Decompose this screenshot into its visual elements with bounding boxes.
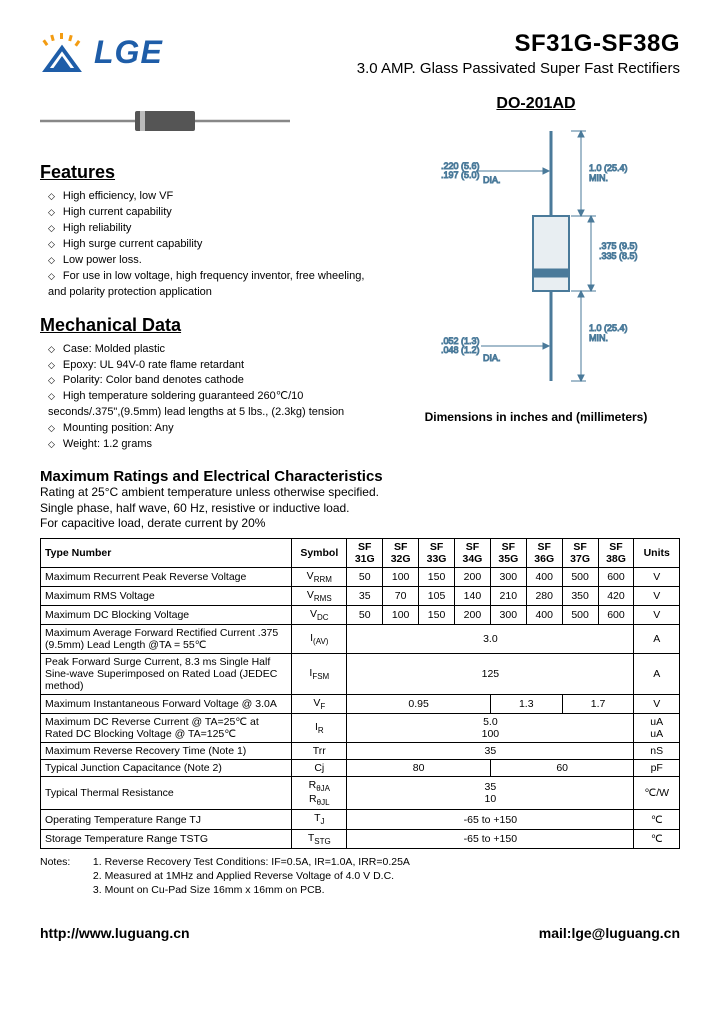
header: LGE SF31G-SF38G 3.0 AMP. Glass Passivate… — [40, 30, 680, 77]
note-3: 3. Mount on Cu-Pad Size 16mm x 16mm on P… — [93, 884, 325, 896]
svg-text:DIA.: DIA. — [483, 175, 501, 185]
package-diagram: .220 (5.6) .197 (5.0) DIA. 1.0 (25.4) MI… — [421, 121, 651, 401]
mech-list: Case: Molded plasticEpoxy: UL 94V-0 rate… — [40, 342, 373, 454]
row-tstg: Storage Temperature Range TSTGTSTG-65 to… — [41, 829, 680, 848]
mech-item: Polarity: Color band denotes cathode — [48, 373, 373, 389]
svg-text:MIN.: MIN. — [589, 173, 608, 183]
col-m0: SF 31G — [347, 538, 383, 567]
row-tj: Operating Temperature Range TJTJ-65 to +… — [41, 810, 680, 829]
notes-label: Notes: — [40, 855, 90, 869]
svg-text:1.0 (25.4): 1.0 (25.4) — [589, 163, 628, 173]
part-subtitle: 3.0 AMP. Glass Passivated Super Fast Rec… — [357, 60, 680, 77]
feature-item: High efficiency, low VF — [48, 189, 373, 205]
col-m2: SF 33G — [419, 538, 455, 567]
row-vf: Maximum Instantaneous Forward Voltage @ … — [41, 695, 680, 714]
svg-text:MIN.: MIN. — [589, 333, 608, 343]
row-vrms: Maximum RMS VoltageVRMS35701051402102803… — [41, 587, 680, 606]
col-symbol: Symbol — [292, 538, 347, 567]
row-vrrm: Maximum Recurrent Peak Reverse VoltageVR… — [41, 567, 680, 586]
mech-item: Case: Molded plastic — [48, 342, 373, 358]
row-cj: Typical Junction Capacitance (Note 2)Cj8… — [41, 760, 680, 777]
spec-table: Type Number Symbol SF 31G SF 32G SF 33G … — [40, 538, 680, 849]
mech-item: High temperature soldering guaranteed 26… — [48, 389, 373, 421]
feature-item: For use in low voltage, high frequency i… — [48, 269, 373, 301]
feature-item: High current capability — [48, 205, 373, 221]
footer-url[interactable]: http://www.luguang.cn — [40, 925, 190, 941]
elec-subtext: Rating at 25°C ambient temperature unles… — [40, 485, 680, 532]
footer-mail[interactable]: mail:lge@luguang.cn — [539, 925, 680, 941]
right-column: DO-201AD .220 (5.6) .197 (5.0) DIA. — [392, 95, 680, 453]
col-m7: SF 38G — [598, 538, 634, 567]
svg-text:1.0 (25.4): 1.0 (25.4) — [589, 323, 628, 333]
col-type: Type Number — [41, 538, 292, 567]
row-iav: Maximum Average Forward Rectified Curren… — [41, 625, 680, 654]
mid-row: Features High efficiency, low VFHigh cur… — [40, 95, 680, 453]
col-m6: SF 37G — [562, 538, 598, 567]
row-ifsm: Peak Forward Surge Current, 8.3 ms Singl… — [41, 654, 680, 695]
mech-item: Mounting position: Any — [48, 421, 373, 437]
features-heading: Features — [40, 162, 373, 183]
part-number-title: SF31G-SF38G — [357, 30, 680, 58]
brand-text: LGE — [94, 34, 163, 71]
feature-item: Low power loss. — [48, 253, 373, 269]
electrical-section: Maximum Ratings and Electrical Character… — [40, 468, 680, 897]
feature-item: High reliability — [48, 221, 373, 237]
row-vdc: Maximum DC Blocking VoltageVDC5010015020… — [41, 606, 680, 625]
logo: LGE — [40, 30, 163, 74]
feature-item: High surge current capability — [48, 237, 373, 253]
table-header-row: Type Number Symbol SF 31G SF 32G SF 33G … — [41, 538, 680, 567]
title-block: SF31G-SF38G 3.0 AMP. Glass Passivated Su… — [357, 30, 680, 77]
svg-text:.197 (5.0): .197 (5.0) — [441, 170, 480, 180]
col-units: Units — [634, 538, 680, 567]
logo-mark — [40, 30, 88, 74]
col-m5: SF 36G — [526, 538, 562, 567]
features-list: High efficiency, low VFHigh current capa… — [40, 189, 373, 301]
col-m3: SF 34G — [454, 538, 490, 567]
row-rth: Typical Thermal ResistanceRθJARθJL3510℃/… — [41, 777, 680, 810]
note-2: 2. Measured at 1MHz and Applied Reverse … — [93, 870, 394, 882]
row-trr: Maximum Reverse Recovery Time (Note 1)Tr… — [41, 743, 680, 760]
product-photo — [40, 105, 290, 137]
svg-text:.375 (9.5): .375 (9.5) — [599, 241, 638, 251]
row-ir: Maximum DC Reverse Current @ TA=25℃ at R… — [41, 714, 680, 743]
mech-heading: Mechanical Data — [40, 315, 373, 336]
mech-item: Weight: 1.2 grams — [48, 437, 373, 453]
dimension-note: Dimensions in inches and (millimeters) — [392, 410, 680, 424]
svg-text:.335 (8.5): .335 (8.5) — [599, 251, 638, 261]
notes-block: Notes: 1. Reverse Recovery Test Conditio… — [40, 855, 680, 898]
svg-text:DIA.: DIA. — [483, 353, 501, 363]
svg-text:.048 (1.2): .048 (1.2) — [441, 345, 480, 355]
note-1: 1. Reverse Recovery Test Conditions: IF=… — [93, 856, 410, 868]
footer: http://www.luguang.cn mail:lge@luguang.c… — [40, 925, 680, 941]
col-m1: SF 32G — [383, 538, 419, 567]
col-m4: SF 35G — [490, 538, 526, 567]
package-name: DO-201AD — [392, 95, 680, 113]
left-column: Features High efficiency, low VFHigh cur… — [40, 95, 373, 453]
elec-heading: Maximum Ratings and Electrical Character… — [40, 468, 680, 485]
mech-item: Epoxy: UL 94V-0 rate flame retardant — [48, 358, 373, 374]
